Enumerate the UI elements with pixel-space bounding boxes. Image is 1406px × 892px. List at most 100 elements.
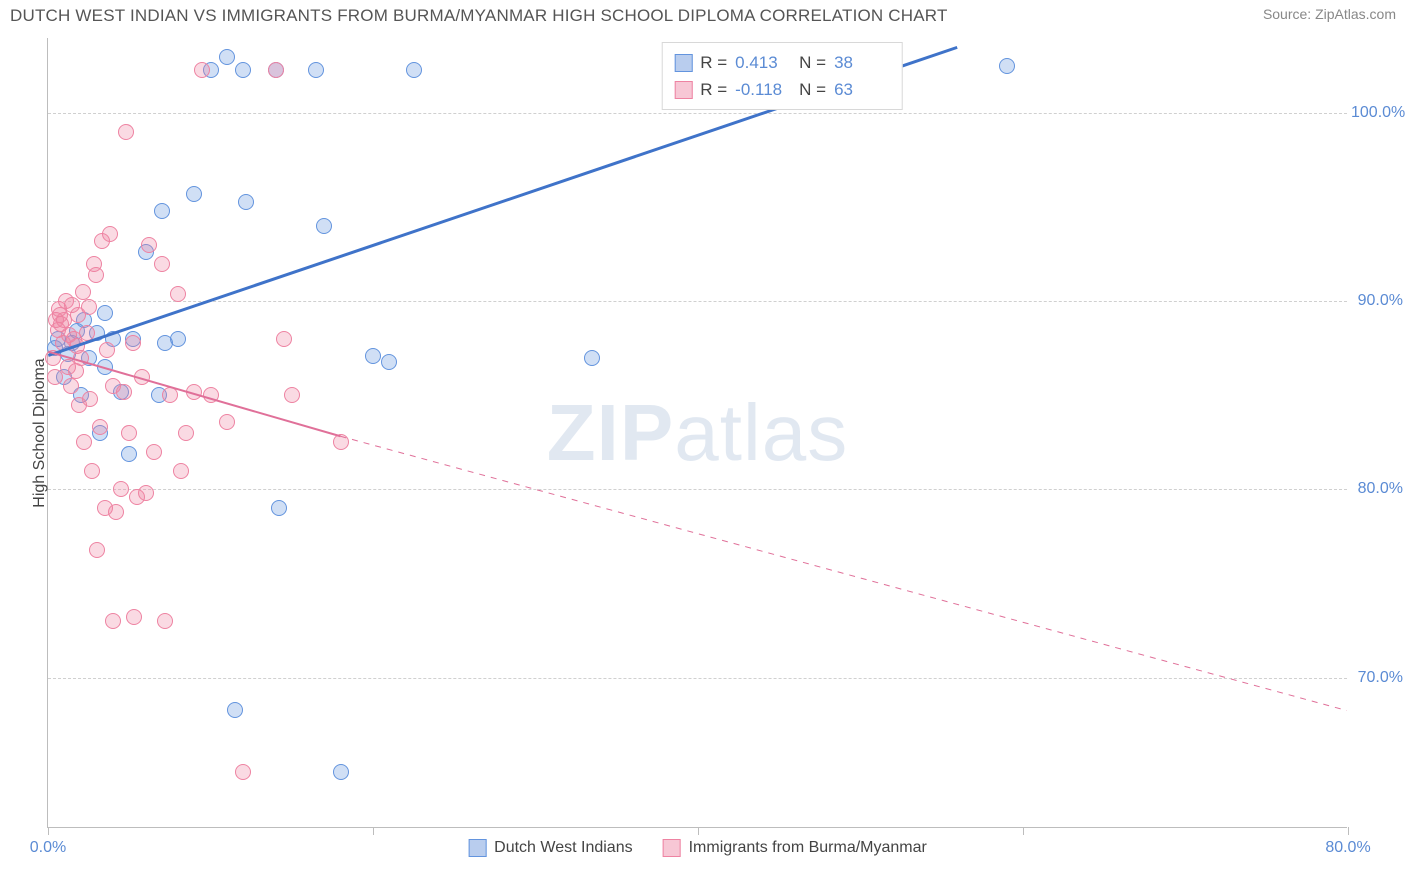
- data-point: [138, 485, 154, 501]
- source-label: Source: ZipAtlas.com: [1263, 6, 1396, 22]
- legend-r-value: -0.118: [735, 76, 791, 103]
- data-point: [141, 237, 157, 253]
- data-point: [308, 62, 324, 78]
- legend-correlation-box: R = 0.413 N = 38 R = -0.118 N = 63: [661, 42, 903, 110]
- data-point: [73, 350, 89, 366]
- data-point: [116, 384, 132, 400]
- legend-swatch: [674, 54, 692, 72]
- data-point: [186, 186, 202, 202]
- data-point: [105, 613, 121, 629]
- data-point: [118, 124, 134, 140]
- data-point: [154, 203, 170, 219]
- xtick: [1348, 827, 1349, 835]
- legend-n-value: 63: [834, 76, 890, 103]
- data-point: [97, 359, 113, 375]
- watermark: ZIPatlas: [547, 387, 848, 479]
- data-point: [82, 391, 98, 407]
- data-point: [219, 49, 235, 65]
- data-point: [162, 387, 178, 403]
- ytick-label: 100.0%: [1351, 104, 1403, 122]
- data-point: [365, 348, 381, 364]
- data-point: [235, 764, 251, 780]
- legend-r-value: 0.413: [735, 49, 791, 76]
- gridline: [48, 301, 1347, 302]
- gridline: [48, 678, 1347, 679]
- data-point: [333, 764, 349, 780]
- legend-series-label: Dutch West Indians: [494, 839, 632, 857]
- data-point: [271, 500, 287, 516]
- data-point: [203, 387, 219, 403]
- ytick-label: 70.0%: [1351, 669, 1403, 687]
- data-point: [276, 331, 292, 347]
- data-point: [113, 481, 129, 497]
- data-point: [108, 504, 124, 520]
- data-point: [97, 305, 113, 321]
- data-point: [999, 58, 1015, 74]
- data-point: [178, 425, 194, 441]
- legend-correlation-row: R = -0.118 N = 63: [674, 76, 890, 103]
- chart-area: High School Diploma ZIPatlas R =0.413N =…: [47, 38, 1347, 828]
- legend-series-label: Immigrants from Burma/Myanmar: [689, 839, 927, 857]
- data-point: [125, 335, 141, 351]
- data-point: [316, 218, 332, 234]
- xtick-label: 0.0%: [30, 839, 66, 857]
- xtick: [48, 827, 49, 835]
- y-axis-label: High School Diploma: [31, 358, 49, 507]
- legend-n-value: 38: [834, 49, 890, 76]
- watermark-light: atlas: [674, 388, 848, 477]
- legend-correlation-row: R = 0.413 N = 38: [674, 49, 890, 76]
- data-point: [381, 354, 397, 370]
- data-point: [235, 62, 251, 78]
- data-point: [88, 267, 104, 283]
- data-point: [173, 463, 189, 479]
- data-point: [157, 613, 173, 629]
- legend-swatch: [674, 81, 692, 99]
- data-point: [284, 387, 300, 403]
- watermark-bold: ZIP: [547, 388, 674, 477]
- data-point: [92, 419, 108, 435]
- data-point: [154, 256, 170, 272]
- ytick-label: 80.0%: [1351, 480, 1403, 498]
- data-point: [84, 463, 100, 479]
- gridline: [48, 113, 1347, 114]
- data-point: [63, 378, 79, 394]
- legend-swatch: [468, 839, 486, 857]
- data-point: [102, 226, 118, 242]
- data-point: [45, 350, 61, 366]
- xtick: [373, 827, 374, 835]
- data-point: [406, 62, 422, 78]
- legend-series-item: Immigrants from Burma/Myanmar: [663, 839, 927, 857]
- data-point: [121, 425, 137, 441]
- legend-n-label: N =: [799, 49, 826, 76]
- chart-title: DUTCH WEST INDIAN VS IMMIGRANTS FROM BUR…: [10, 6, 948, 26]
- data-point: [121, 446, 137, 462]
- xtick: [698, 827, 699, 835]
- legend-r-label: R =: [700, 49, 727, 76]
- data-point: [126, 609, 142, 625]
- data-point: [194, 62, 210, 78]
- legend-n-label: N =: [799, 76, 826, 103]
- data-point: [268, 62, 284, 78]
- legend-r-label: R =: [700, 76, 727, 103]
- data-point: [238, 194, 254, 210]
- data-point: [219, 414, 235, 430]
- legend-series: Dutch West Indians Immigrants from Burma/…: [468, 839, 927, 857]
- data-point: [99, 342, 115, 358]
- data-point: [76, 434, 92, 450]
- data-point: [146, 444, 162, 460]
- xtick-label: 80.0%: [1325, 839, 1370, 857]
- legend-swatch: [663, 839, 681, 857]
- data-point: [89, 542, 105, 558]
- data-point: [584, 350, 600, 366]
- gridline: [48, 489, 1347, 490]
- ytick-label: 90.0%: [1351, 292, 1403, 310]
- data-point: [170, 331, 186, 347]
- data-point: [186, 384, 202, 400]
- legend-series-item: Dutch West Indians: [468, 839, 632, 857]
- data-point: [81, 299, 97, 315]
- data-point: [75, 284, 91, 300]
- data-point: [170, 286, 186, 302]
- data-point: [227, 702, 243, 718]
- data-point: [79, 325, 95, 341]
- xtick: [1023, 827, 1024, 835]
